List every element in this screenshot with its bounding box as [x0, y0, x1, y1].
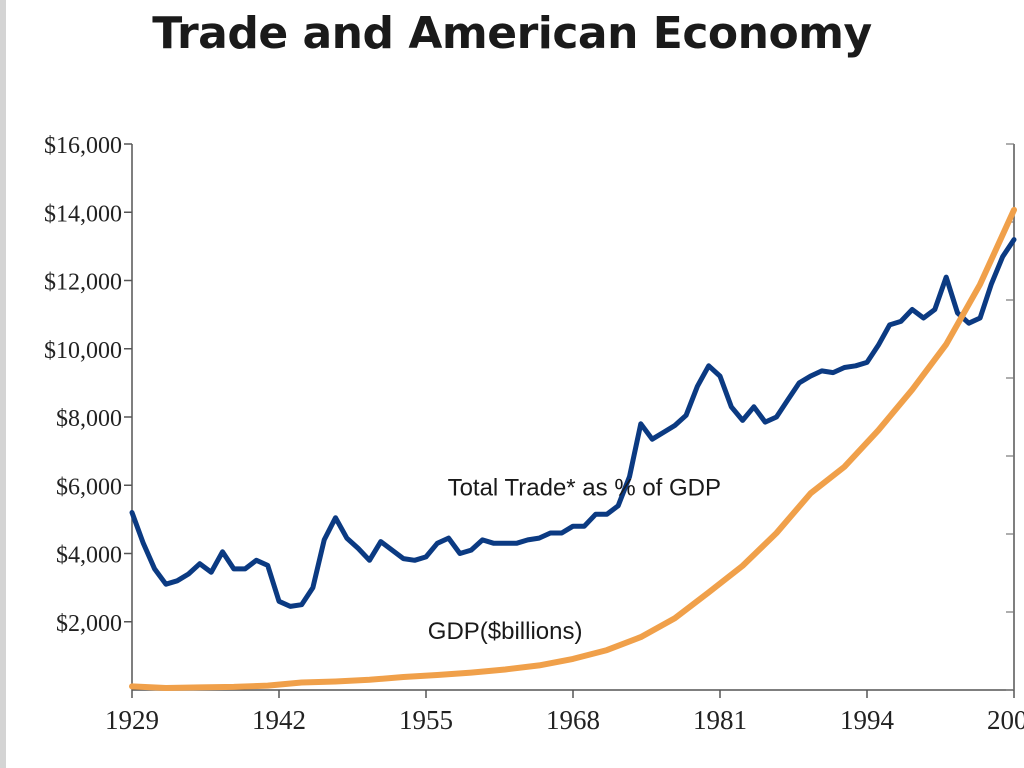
tick-marks — [124, 143, 1015, 698]
y-tick-label: $10,000 — [44, 338, 122, 364]
y-tick-label: $4,000 — [56, 543, 122, 569]
y-tick-label: $14,000 — [44, 201, 122, 227]
x-tick-label: 1955 — [399, 705, 453, 735]
left-edge-rule — [0, 0, 6, 768]
y-tick-label: $12,000 — [44, 270, 122, 296]
x-tick-label: 1994 — [840, 705, 895, 735]
series-annotations: Total Trade* as % of GDP GDP($billions) — [428, 474, 721, 644]
x-tick-label: 1942 — [252, 705, 306, 735]
gdp-billions-line — [129, 206, 1017, 691]
x-tick-label: 1968 — [546, 705, 600, 735]
y-tick-label: $6,000 — [56, 474, 122, 500]
x-tick-label: 2007 — [987, 705, 1024, 735]
y-tick-label: $2,000 — [56, 611, 122, 637]
axes — [131, 144, 1015, 691]
y-tick-label: $16,000 — [44, 133, 122, 159]
gdp-series-label: GDP($billions) — [428, 618, 583, 645]
chart-title: Trade and American Economy — [152, 8, 872, 59]
trade-series-label: Total Trade* as % of GDP — [448, 474, 721, 501]
x-tick-label: 1929 — [105, 705, 159, 735]
series-lines — [129, 206, 1017, 691]
x-tick-label: 1981 — [693, 705, 747, 735]
trade-pct-gdp-line — [129, 237, 1017, 609]
y-tick-label: $8,000 — [56, 406, 122, 432]
tick-labels: $2,000 $4,000 $6,000 $8,000 $10,000 $12,000 $1… — [44, 133, 1024, 735]
